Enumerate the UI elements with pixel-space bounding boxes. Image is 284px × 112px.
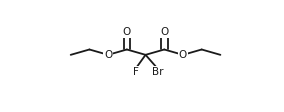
Text: O: O: [160, 27, 168, 37]
Text: O: O: [179, 50, 187, 60]
Text: F: F: [133, 67, 139, 77]
Text: Br: Br: [152, 67, 163, 77]
Text: O: O: [123, 27, 131, 37]
Text: O: O: [104, 50, 112, 60]
